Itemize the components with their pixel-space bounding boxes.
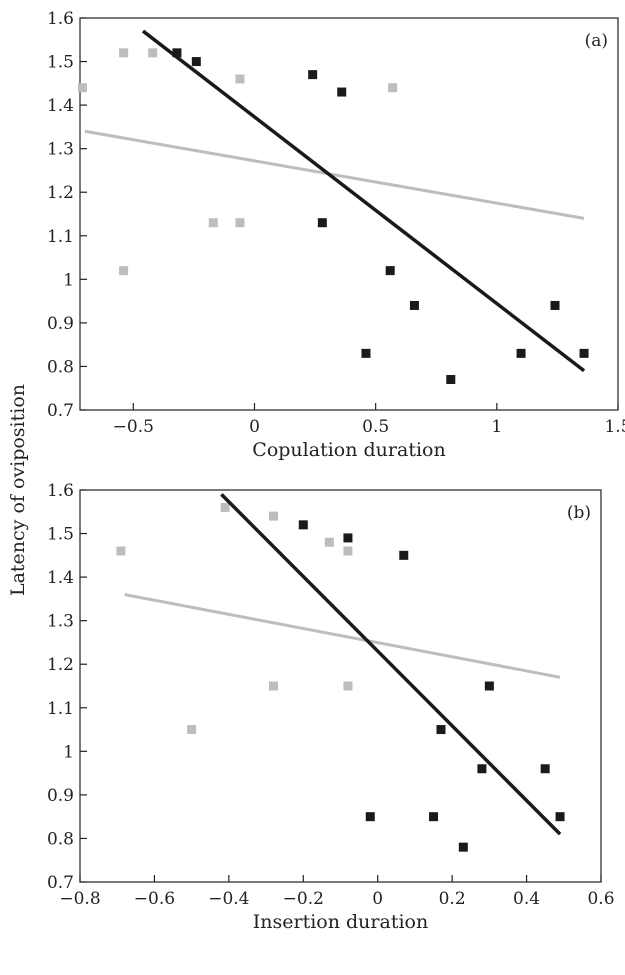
dark-data-point: [458, 842, 468, 852]
dark-data-point: [361, 348, 371, 358]
x-tick-label: −0.6: [134, 889, 175, 909]
y-tick-label: 1.6: [47, 481, 74, 501]
y-tick-label: 0.7: [47, 401, 74, 421]
x-tick-label: 0.4: [513, 889, 540, 909]
x-tick-label: 0: [249, 417, 260, 437]
dark-data-point: [317, 218, 327, 228]
dark-data-point: [343, 533, 353, 543]
dark-data-point: [429, 812, 439, 822]
x-tick-label: 0.2: [439, 889, 466, 909]
plot-frame: [79, 17, 619, 411]
x-axis-title: Copulation duration: [252, 439, 445, 461]
dark-data-point: [446, 375, 456, 385]
y-tick-label: 1: [63, 270, 74, 290]
light-fit-line: [84, 129, 585, 220]
x-tick-label: 0.5: [362, 417, 389, 437]
light-data-point: [388, 83, 398, 93]
x-tick-label: 1: [491, 417, 502, 437]
y-tick-label: 1.2: [47, 183, 74, 203]
plot-frame: [79, 489, 602, 883]
light-data-point: [235, 74, 245, 84]
light-data-point: [187, 725, 197, 735]
y-tick-label: 1.3: [47, 612, 74, 632]
y-tick-label: 0.8: [47, 357, 74, 377]
y-tick-label: 1.3: [47, 140, 74, 160]
x-axis-title: Insertion duration: [253, 911, 428, 933]
light-data-point: [119, 266, 129, 276]
x-tick-label: −0.4: [208, 889, 249, 909]
x-tick-label: 1.5: [604, 417, 625, 437]
dark-data-point: [436, 725, 446, 735]
x-tick-label: −0.2: [283, 889, 324, 909]
x-tick-label: −0.5: [113, 417, 154, 437]
dark-data-point: [172, 48, 182, 58]
light-data-point: [269, 681, 279, 691]
dark-data-point: [308, 70, 318, 80]
panel-label: (b): [567, 503, 591, 523]
y-axis-title: Latency of oviposition: [7, 384, 29, 596]
y-tick-label: 1.5: [47, 525, 74, 545]
chart-panel-b: 0.7 0.8 0.9 1 1.1 1.2 1.3 1.4 1.5 1.6 −0.8 −0.6 −0.4…: [47, 481, 615, 933]
dark-data-point: [385, 266, 395, 276]
light-data-point: [208, 218, 218, 228]
dark-data-point: [484, 681, 494, 691]
y-tick-label: 1.4: [47, 568, 74, 588]
dark-data-point: [409, 300, 419, 310]
light-data-point: [119, 48, 129, 58]
light-data-point: [148, 48, 158, 58]
light-data-point: [220, 502, 230, 512]
dark-data-point: [365, 812, 375, 822]
y-tick-label: 1.1: [47, 699, 74, 719]
dark-data-point: [191, 57, 201, 67]
y-tick-label: 1.1: [47, 227, 74, 247]
panel-label: (a): [585, 31, 608, 51]
light-data-point: [343, 681, 353, 691]
y-tick-label: 1.2: [47, 655, 74, 675]
x-tick-label: 0: [372, 889, 383, 909]
dark-data-point: [550, 300, 560, 310]
light-data-point: [343, 546, 353, 556]
light-data-point: [235, 218, 245, 228]
y-tick-label: 1.6: [47, 9, 74, 29]
y-tick-label: 0.9: [47, 786, 74, 806]
light-data-point: [269, 511, 279, 521]
dark-data-point: [579, 348, 589, 358]
dark-data-point: [540, 764, 550, 774]
dark-data-point: [337, 87, 347, 97]
y-tick-label: 1: [63, 742, 74, 762]
y-tick-label: 1.4: [47, 96, 74, 116]
light-data-point: [324, 537, 334, 547]
chart-panel-a: 0.7 0.8 0.9 1 1.1 1.2 1.3 1.4 1.5 1.6 −0.5 0 0.5 1 1.5…: [47, 9, 625, 461]
dark-data-point: [555, 812, 565, 822]
x-tick-label: −0.8: [59, 889, 100, 909]
dark-data-point: [477, 764, 487, 774]
dark-fit-line: [220, 493, 562, 836]
y-tick-label: 0.7: [47, 873, 74, 893]
dark-data-point: [399, 550, 409, 560]
dark-fit-line: [141, 29, 586, 373]
y-tick-label: 0.8: [47, 829, 74, 849]
light-data-point: [77, 83, 87, 93]
y-tick-label: 1.5: [47, 53, 74, 73]
dark-data-point: [516, 348, 526, 358]
light-data-point: [116, 546, 126, 556]
light-fit-line: [124, 593, 561, 679]
dark-data-point: [298, 520, 308, 530]
x-tick-label: 0.6: [587, 889, 614, 909]
y-tick-label: 0.9: [47, 314, 74, 334]
